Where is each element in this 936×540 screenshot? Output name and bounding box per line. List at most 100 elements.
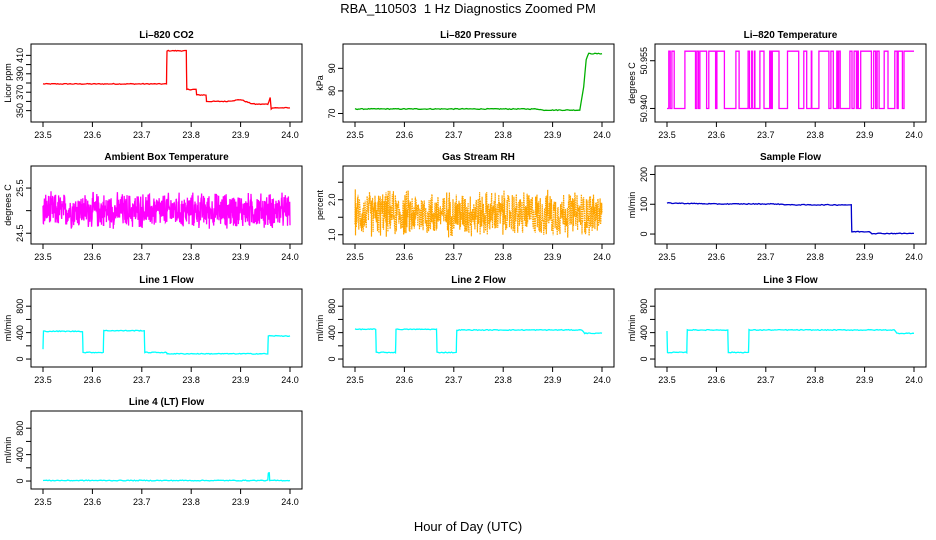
y-tick-label: 2.0 [327, 193, 337, 206]
y-tick-label: 800 [15, 421, 25, 436]
x-tick-label: 23.8 [494, 252, 512, 262]
panel-title: Line 4 (LT) Flow [129, 397, 205, 408]
y-tick-label: 800 [327, 299, 337, 314]
x-tick-label: 23.5 [658, 375, 676, 385]
x-tick-label: 23.6 [708, 252, 726, 262]
figure-title: RBA_110503 1 Hz Diagnostics Zoomed PM [340, 1, 596, 16]
panel-frame [342, 165, 615, 245]
x-tick-label: 23.9 [856, 130, 874, 140]
y-tick-label: 80 [327, 86, 337, 96]
panel-title: Sample Flow [760, 152, 821, 163]
x-tick-label: 24.0 [593, 252, 611, 262]
y-tick-label: 50.955 [639, 47, 649, 75]
x-tick-label: 23.9 [232, 252, 250, 262]
x-tick-label: 23.7 [133, 130, 151, 140]
y-tick-label: 400 [327, 325, 337, 340]
x-tick-label: 23.5 [34, 497, 52, 507]
y-axis-label: ml/min [3, 315, 13, 342]
y-tick-label: 400 [15, 447, 25, 462]
x-tick-label: 23.7 [133, 497, 151, 507]
panel-rh: Gas Stream RH percent 23.5 23.6 23.7 23.8 23.9… [315, 152, 615, 262]
y-tick-label: 390 [15, 66, 25, 81]
y-tick-label: 24.5 [15, 224, 25, 242]
x-tick-label: 23.9 [544, 252, 562, 262]
x-tick-label: 24.0 [593, 130, 611, 140]
x-tick-label: 23.7 [133, 252, 151, 262]
x-tick-label: 23.8 [182, 375, 200, 385]
y-tick-label: 410 [15, 48, 25, 63]
x-tick-label: 23.9 [232, 497, 250, 507]
x-tick-label: 23.7 [445, 375, 463, 385]
y-tick-label: 800 [639, 299, 649, 314]
y-tick-label: 90 [327, 63, 337, 73]
x-tick-label: 23.5 [34, 375, 52, 385]
x-tick-label: 24.0 [281, 252, 299, 262]
x-tick-label: 23.6 [396, 375, 414, 385]
y-axis-label: kPa [315, 75, 325, 91]
series-line-line3 [666, 328, 915, 355]
y-axis-label: ml/min [315, 315, 325, 342]
x-tick-label: 23.7 [757, 375, 775, 385]
x-tick-label: 24.0 [281, 497, 299, 507]
series-line-sample [666, 202, 915, 235]
x-tick-label: 23.5 [346, 130, 364, 140]
panel-title: Li–820 Temperature [744, 30, 838, 41]
y-axis-label: percent [315, 189, 325, 220]
series-line-co2 [42, 49, 291, 111]
y-tick-label: 400 [15, 325, 25, 340]
panel-frame [654, 165, 927, 245]
panel-frame [30, 410, 303, 490]
x-tick-label: 23.5 [346, 375, 364, 385]
series-line-rh [354, 189, 603, 238]
x-tick-label: 23.5 [34, 130, 52, 140]
panel-frame [30, 288, 303, 368]
x-tick-label: 24.0 [593, 375, 611, 385]
x-tick-label: 23.6 [708, 375, 726, 385]
x-tick-label: 23.8 [806, 252, 824, 262]
panel-frame [342, 43, 615, 123]
x-tick-label: 23.7 [757, 252, 775, 262]
y-axis-label: ml/min [627, 192, 637, 219]
panel-frame [30, 165, 303, 245]
x-tick-label: 23.5 [658, 130, 676, 140]
panel-title: Ambient Box Temperature [104, 152, 229, 163]
panel-title: Li–820 Pressure [440, 30, 517, 41]
x-tick-label: 23.8 [182, 130, 200, 140]
series-line-temp [667, 50, 914, 110]
x-tick-label: 23.6 [396, 252, 414, 262]
figure-x-axis-title: Hour of Day (UTC) [413, 519, 523, 534]
x-tick-label: 23.7 [133, 375, 151, 385]
x-tick-label: 23.8 [806, 130, 824, 140]
x-tick-label: 23.8 [494, 130, 512, 140]
panel-co2: Li–820 CO2 Licor ppm 23.5 23.6 23.7 23.8 23.9 2… [3, 30, 303, 140]
panel-ambient: Ambient Box Temperature degrees C 23.5 23.6… [3, 152, 303, 262]
x-tick-label: 23.6 [84, 375, 102, 385]
panel-frame [654, 288, 927, 368]
x-tick-label: 23.9 [232, 130, 250, 140]
panel-pressure: Li–820 Pressure kPa 23.5 23.6 23.7 23.8 23.9 24… [315, 30, 615, 140]
x-tick-label: 24.0 [281, 130, 299, 140]
panel-temp: Li–820 Temperature degrees C 23.5 23.6 23.7 2… [627, 30, 927, 140]
x-tick-label: 23.5 [34, 252, 52, 262]
y-tick-label: 0 [327, 357, 337, 362]
y-tick-label: 370 [15, 85, 25, 100]
y-axis-label: ml/min [627, 315, 637, 342]
y-tick-label: 0 [15, 357, 25, 362]
x-tick-label: 24.0 [281, 375, 299, 385]
y-tick-label: 0 [639, 357, 649, 362]
x-tick-label: 23.5 [346, 252, 364, 262]
x-tick-label: 23.9 [232, 375, 250, 385]
x-tick-label: 23.7 [445, 252, 463, 262]
y-tick-label: 800 [15, 299, 25, 314]
series-line-line1 [42, 329, 291, 355]
x-tick-label: 23.6 [396, 130, 414, 140]
y-tick-label: 0 [15, 479, 25, 484]
x-tick-label: 23.7 [757, 130, 775, 140]
series-line-pressure [354, 52, 603, 112]
x-tick-label: 23.9 [544, 130, 562, 140]
y-axis-label: degrees C [627, 62, 637, 104]
x-tick-label: 24.0 [905, 252, 923, 262]
series-line-line2 [354, 328, 603, 354]
x-tick-label: 23.9 [856, 375, 874, 385]
